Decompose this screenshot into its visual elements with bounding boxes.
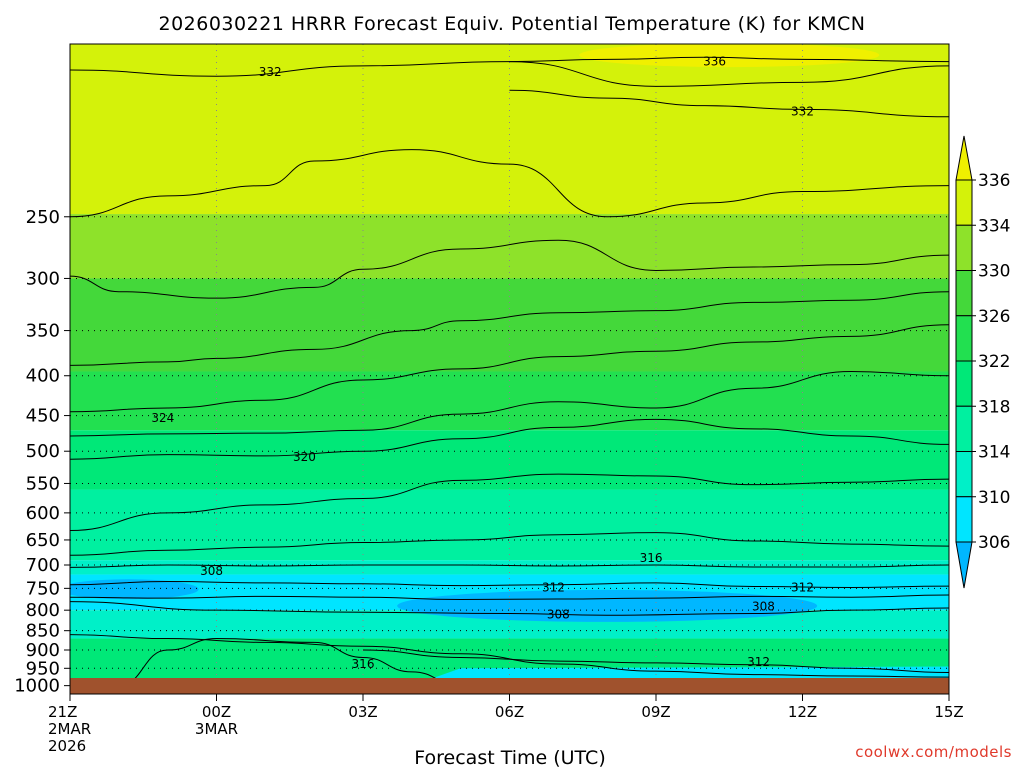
credit-text: coolwx.com/models <box>855 743 1012 761</box>
y-tick-label-900: 900 <box>26 640 60 661</box>
y-tick-label-650: 650 <box>26 530 60 551</box>
x-axis-label: Forecast Time (UTC) <box>414 747 605 768</box>
contour-line-320-8 <box>70 418 949 460</box>
contour-label-10: 308 <box>752 599 775 613</box>
colorbar-label-310: 310 <box>978 488 1010 508</box>
contour-line-314-11 <box>70 564 949 568</box>
contour-line-336-1 <box>509 56 949 63</box>
x-tick-label-6: 15Z <box>934 703 963 721</box>
contour-label-1: 336 <box>703 55 726 69</box>
y-axis: 2503003504004505005506006507007508008509… <box>14 207 70 697</box>
colorbar-label-326: 326 <box>978 307 1010 327</box>
contour-label-3: 324 <box>151 411 174 425</box>
x-tick-label-0: 21Z 2MAR 2026 <box>48 703 91 755</box>
colorbar-arrow-bottom <box>955 541 973 589</box>
colorbar-box-1 <box>955 224 973 271</box>
x-axis: 21Z 2MAR 2026 00Z 3MAR 03Z 06Z 09Z 12Z 15Z <box>48 694 964 755</box>
colorbar-label-322: 322 <box>978 352 1010 372</box>
colorbar-label-306: 306 <box>978 533 1010 553</box>
colorbar-box-7 <box>955 496 973 543</box>
contours: 332 336 332 324 320 316 308 312 312 308 308 316 312 <box>70 55 949 687</box>
x-tick-label-4: 09Z <box>641 703 670 721</box>
y-tick-label-500: 500 <box>26 441 60 462</box>
contour-line-322-7 <box>70 370 949 437</box>
contour-line-332-2 <box>509 89 949 118</box>
x-tick-label-1: 00Z 3MAR <box>195 703 238 738</box>
field-band-3 <box>70 371 949 431</box>
contour-line-310-13 <box>70 594 949 600</box>
y-tick-label-450: 450 <box>26 406 60 427</box>
contour-line-328-4 <box>70 239 949 299</box>
y-tick-label-1000: 1000 <box>14 676 60 697</box>
field-band-4 <box>70 430 949 490</box>
y-tick-label-700: 700 <box>26 555 60 576</box>
colorbar-box-4 <box>955 360 973 407</box>
contour-label-12: 312 <box>747 655 770 669</box>
plot-fill <box>70 44 949 694</box>
contour-label-6: 308 <box>200 564 223 578</box>
colorbar-arrow-top <box>955 135 973 181</box>
contour-label-5: 316 <box>640 551 663 565</box>
contour-label-7: 312 <box>542 580 565 594</box>
contour-label-11: 316 <box>352 657 375 671</box>
y-tick-label-300: 300 <box>26 268 60 289</box>
contour-label-9: 308 <box>547 607 570 621</box>
field-band-2 <box>70 278 949 372</box>
contour-line-318-9 <box>70 473 949 531</box>
contour-label-8: 312 <box>791 580 814 594</box>
colorbar-box-0 <box>955 179 973 226</box>
field-pocket-warm-top <box>579 44 880 68</box>
colorbar-box-5 <box>955 405 973 452</box>
contour-line-324-6 <box>70 324 949 413</box>
field-band-0 <box>70 44 949 215</box>
field-band-6 <box>70 560 949 575</box>
x-tick-label-2: 03Z <box>348 703 377 721</box>
y-tick-label-950: 950 <box>26 658 60 679</box>
contour-line-308-14 <box>70 601 949 616</box>
contour-line-330-3 <box>70 149 949 218</box>
y-tick-label-600: 600 <box>26 503 60 524</box>
contour-line-326-5 <box>70 291 949 366</box>
contour-line-312-12 <box>70 581 949 588</box>
y-tick-label-800: 800 <box>26 600 60 621</box>
x-tick-label-5: 12Z <box>788 703 817 721</box>
colorbar-label-318: 318 <box>978 397 1010 417</box>
chart-title: 2026030221 HRRR Forecast Equiv. Potentia… <box>158 13 865 35</box>
colorbar-box-6 <box>955 451 973 498</box>
contour-line-314-16 <box>70 634 949 678</box>
contour-line-312-15 <box>362 649 949 674</box>
terrain-ground <box>70 678 949 694</box>
x-tick-label-3: 06Z <box>495 703 524 721</box>
colorbar-label-314: 314 <box>978 443 1010 463</box>
colorbar: 336 334 330 326 322 318 314 310 306 <box>955 135 1010 589</box>
colorbar-label-336: 336 <box>978 171 1010 191</box>
contour-line-316-17 <box>118 638 461 687</box>
y-tick-label-400: 400 <box>26 366 60 387</box>
contour-label-2: 332 <box>791 104 814 118</box>
field-band-1 <box>70 214 949 279</box>
contour-line-316-10 <box>70 532 949 556</box>
contour-label-4: 320 <box>293 450 316 464</box>
colorbar-box-3 <box>955 315 973 362</box>
y-tick-label-350: 350 <box>26 321 60 342</box>
y-tick-label-550: 550 <box>26 473 60 494</box>
y-tick-label-850: 850 <box>26 621 60 642</box>
colorbar-label-330: 330 <box>978 262 1010 282</box>
contour-label-0: 332 <box>259 65 282 79</box>
y-tick-label-250: 250 <box>26 207 60 228</box>
colorbar-box-2 <box>955 270 973 317</box>
y-tick-label-750: 750 <box>26 578 60 599</box>
colorbar-label-334: 334 <box>978 216 1010 236</box>
